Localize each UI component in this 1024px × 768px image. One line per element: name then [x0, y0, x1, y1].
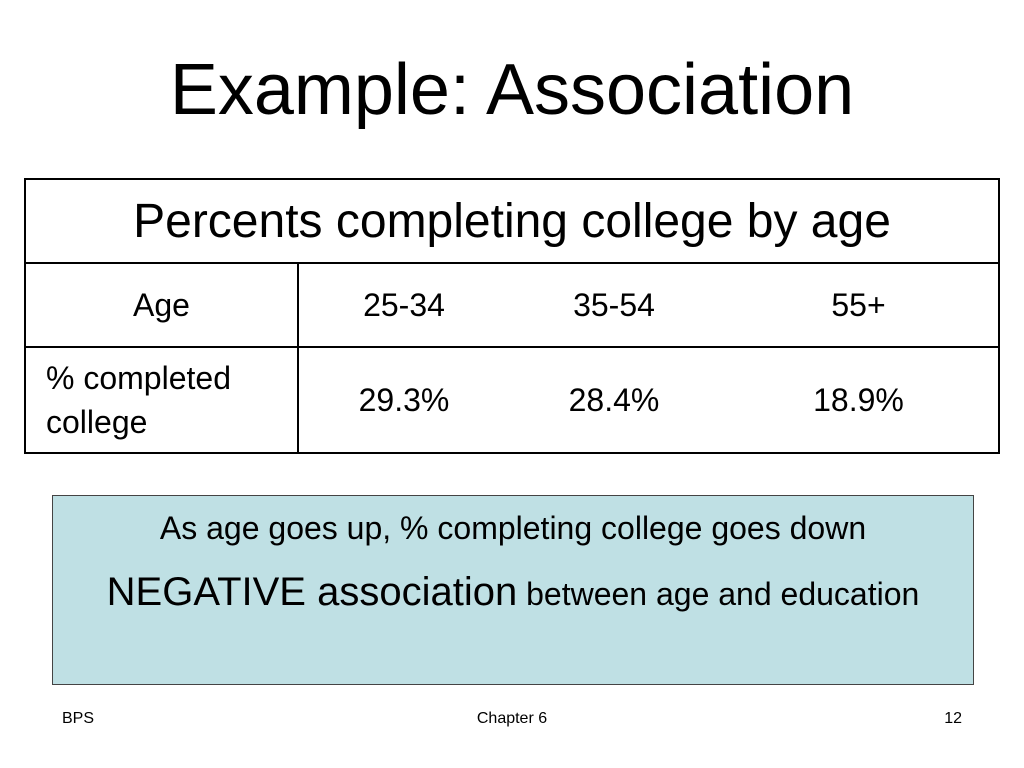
footer-chapter: Chapter 6	[476, 710, 548, 727]
slide-title: Example: Association	[169, 50, 855, 130]
percent-35-54: 28.4%	[568, 381, 660, 418]
conclusion-box: As age goes up, % completing college goe…	[52, 495, 974, 685]
age-group-55-plus: 55+	[831, 286, 886, 323]
association-rest: between age and education	[517, 576, 920, 612]
association-statement: NEGATIVE association between age and edu…	[53, 566, 973, 627]
footer-source: BPS	[62, 710, 95, 727]
percent-25-34: 29.3%	[358, 381, 450, 418]
table-row-percent: % completed college 29.3% 28.4% 18.9%	[26, 348, 998, 452]
percent-label: % completed college	[26, 348, 299, 452]
conclusion-line: As age goes up, % completing college goe…	[159, 510, 867, 546]
percent-55-plus: 18.9%	[813, 381, 904, 418]
age-label: Age	[26, 264, 299, 346]
association-emphasis: NEGATIVE association	[106, 570, 518, 614]
table-caption: Percents completing college by age	[26, 180, 998, 264]
age-group-25-34: 25-34	[363, 286, 445, 323]
footer-page-number: 12	[944, 710, 962, 727]
table-row-age: Age 25-34 35-54 55+	[26, 264, 998, 348]
age-group-35-54: 35-54	[573, 286, 655, 323]
data-table: Percents completing college by age Age 2…	[24, 178, 1000, 454]
